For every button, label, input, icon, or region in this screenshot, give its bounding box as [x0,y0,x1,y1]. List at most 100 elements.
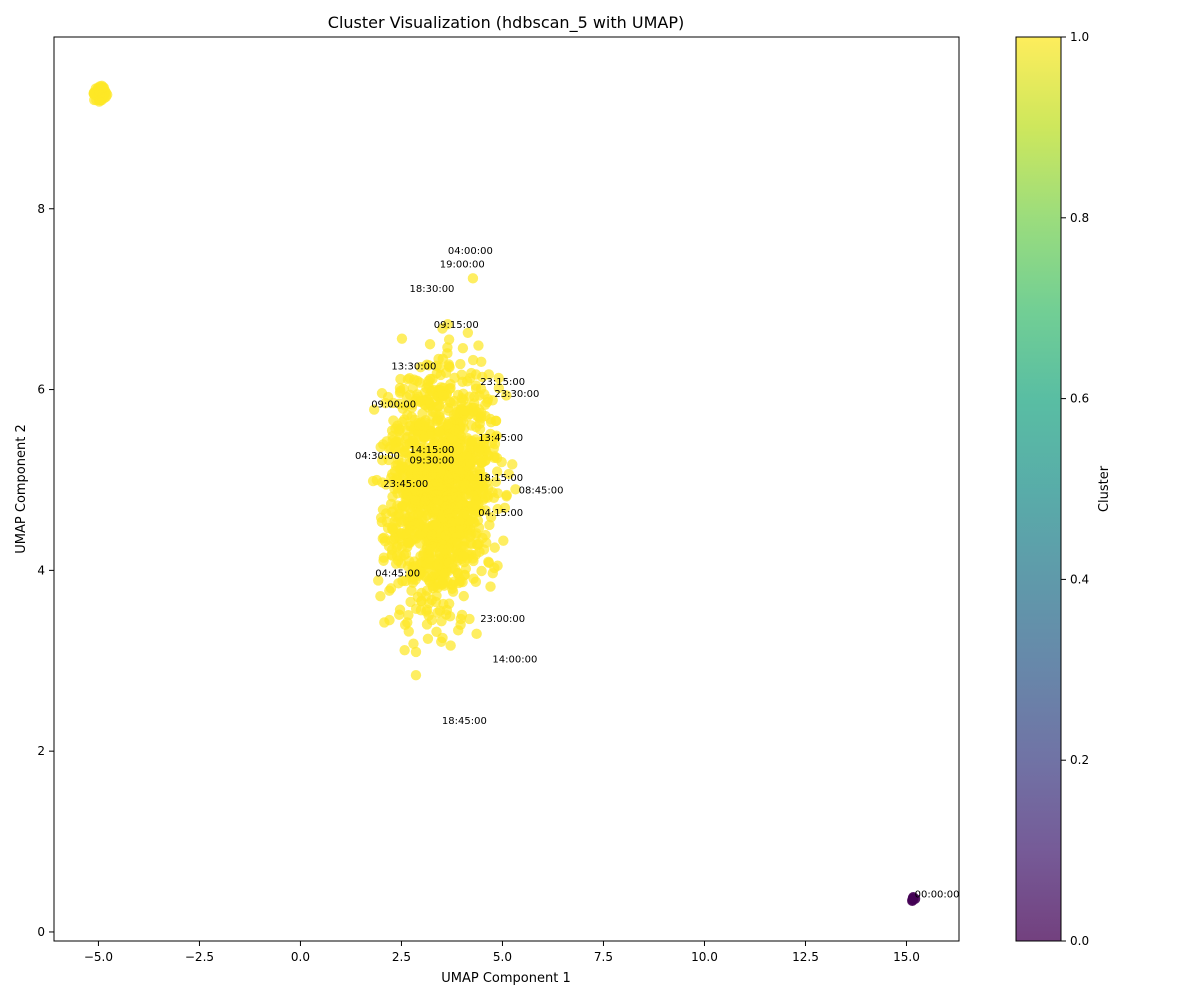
scatter-point [375,590,386,602]
scatter-point [467,354,479,366]
scatter-point [453,625,464,636]
scatter-point [396,457,408,469]
scatter-point [466,435,478,447]
scatter-point [421,394,433,406]
colorbar-label: Cluster [1097,465,1112,512]
y-axis-label: UMAP Component 2 [14,424,29,553]
scatter-point [470,421,482,433]
scatter-point [510,484,521,495]
scatter-point [480,529,491,541]
scatter-point [471,628,482,639]
scatter-point [501,390,512,401]
scatter-point [377,454,388,466]
colorbar-gradient [1016,37,1061,941]
scatter-point [485,413,496,425]
x-tick-label: 15.0 [893,950,920,964]
scatter-point [503,468,515,480]
scatter-point [416,595,427,607]
y-tick-label: 4 [37,563,45,577]
scatter-point [399,645,410,656]
point-annotation: 18:45:00 [442,716,487,727]
scatter-point [427,411,438,422]
scatter-point [368,404,380,415]
scatter-point [487,487,498,498]
scatter-point [425,447,436,459]
scatter-point [414,454,425,465]
x-tick-label: −2.5 [185,950,214,964]
point-annotation: 18:15:00 [478,473,523,484]
scatter-point [400,400,411,411]
scatter-point [404,537,416,548]
scatter-point [443,334,455,345]
scatter-point [452,568,463,579]
scatter-point [467,406,479,417]
scatter-point [452,537,463,549]
scatter-point [444,444,456,455]
scatter-point [461,451,472,462]
scatter-point [430,503,441,514]
scatter-point [475,457,487,468]
scatter-point [490,476,502,488]
point-annotation: 23:30:00 [494,389,539,400]
scatter-point [498,535,509,546]
annotations-layer: 04:00:00 19:00:00 18:30:00 09:15:00 13:30:00… [355,246,960,901]
scatter-point [448,576,460,587]
scatter-point [501,491,512,502]
scatter-point [401,477,413,488]
scatter-point [402,617,413,628]
point-annotation: 13:45:00 [478,433,523,444]
scatter-point [477,488,488,499]
scatter-point [421,585,433,596]
y-tick-label: 2 [37,744,45,758]
point-annotation: 04:15:00 [478,508,523,519]
scatter-point [402,524,413,536]
scatter-point [97,82,109,93]
x-tick-label: 5.0 [493,950,512,964]
scatter-point [434,427,445,438]
scatter-point [464,372,476,384]
scatter-point [423,360,435,371]
scatter-point [432,559,443,570]
scatter-point [414,420,425,431]
scatter-point [424,431,436,442]
scatter-point [458,590,469,602]
scatter-point [479,389,490,400]
scatter-point [373,575,384,586]
colorbar-tick-label: 0.0 [1070,934,1089,948]
x-tick-label: −5.0 [84,950,113,964]
scatter-point [435,464,446,476]
scatter-point [491,466,503,477]
scatter-point [470,576,482,588]
colorbar-tick-label: 0.4 [1070,572,1089,586]
scatter-point [456,609,468,621]
scatter-point [443,557,455,568]
scatter-point [394,387,406,398]
scatter-point [367,475,379,487]
scatter-point [432,495,444,506]
colorbar-tick-label: 0.6 [1070,392,1089,406]
point-annotation: 04:00:00 [448,246,493,257]
scatter-point [455,358,466,370]
scatter-point [436,636,447,647]
colorbar-tick-label: 1.0 [1070,30,1089,44]
scatter-point [458,416,469,428]
scatter-point [441,455,452,467]
scatter-point [387,491,398,502]
scatter-point [499,502,511,514]
scatter-point [439,567,450,579]
scatter-point [423,375,434,387]
scatter-point [471,480,483,492]
scatter-point [455,480,466,491]
scatter-point [412,467,423,479]
scatter-point [390,558,402,569]
scatter-point [377,504,389,515]
scatter-point [437,323,448,334]
scatter-point [426,529,437,540]
scatter-point [476,356,487,367]
scatter-point [409,494,421,505]
chart-title: Cluster Visualization (hdbscan_5 with UM… [328,13,684,33]
x-tick-label: 7.5 [594,950,613,964]
scatter-point [445,397,457,409]
scatter-point [474,469,486,480]
scatter-point [407,561,418,573]
